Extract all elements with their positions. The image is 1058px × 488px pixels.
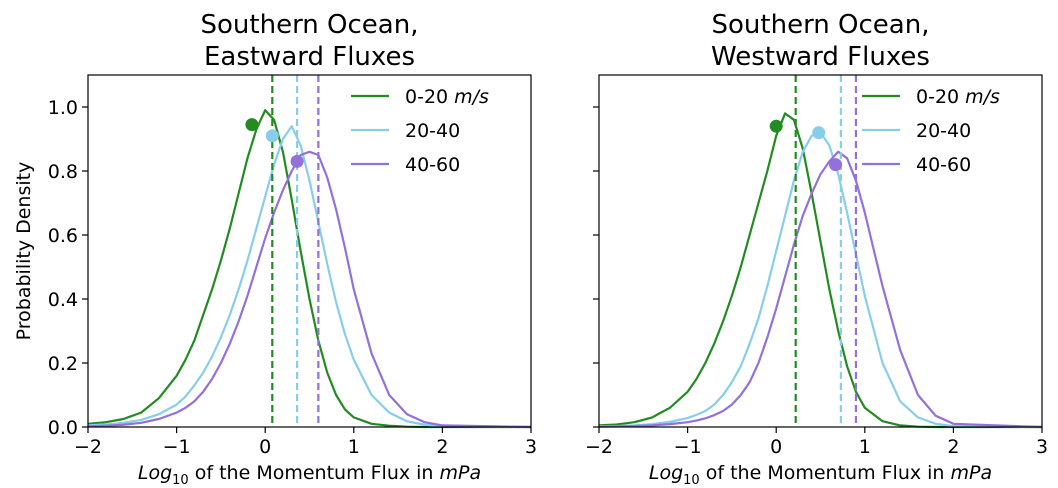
legend-label: 20-40 — [405, 120, 460, 142]
legend: 0-20 m/s 20-40 40-60 — [351, 86, 489, 176]
legend-label-range: 20-40 — [405, 120, 460, 142]
legend-label-unit: m/s — [454, 86, 489, 108]
x-tick-label: 0 — [770, 436, 782, 458]
x-axis-label-text: of the Momentum Flux in — [189, 462, 440, 484]
y-tick-label: 0.6 — [48, 225, 78, 247]
x-tick-label: 2 — [947, 436, 959, 458]
chart-title-line: Southern Ocean, — [201, 10, 419, 40]
x-tick-label: 2 — [436, 436, 448, 458]
y-tick-label: 0.2 — [48, 353, 78, 375]
series-line-20-40 — [598, 131, 1043, 429]
y-tick-label: 0.4 — [48, 289, 78, 311]
panel-2: Southern Ocean,Westward Fluxes −2 −1 0 1 2 3 Lo… — [585, 10, 1048, 488]
legend-label: 0-20 m/s — [405, 86, 489, 108]
x-tick-label: 3 — [1036, 436, 1048, 458]
peak-marker-20-40 — [812, 126, 826, 140]
y-tick-label: 1.0 — [48, 97, 78, 119]
x-axis-label-log: Log — [138, 462, 172, 484]
legend-label-range: 40-60 — [916, 154, 971, 176]
legend-label-range: 40-60 — [405, 154, 460, 176]
series-line-20-40 — [87, 125, 532, 429]
peak-marker-0-20 — [245, 118, 259, 132]
legend-label: 40-60 — [405, 154, 460, 176]
x-tick-label: −2 — [74, 436, 102, 458]
x-axis-label-log: Log — [649, 462, 683, 484]
x-axis-label-unit: mPa — [951, 462, 993, 484]
y-tick-label: 0.8 — [48, 161, 78, 183]
x-tick-label: 1 — [859, 436, 871, 458]
panel-1: Southern Ocean,Eastward Fluxes −2 −1 0 1 2 3 0.… — [13, 10, 537, 488]
legend-label: 0-20 m/s — [916, 86, 1000, 108]
chart-title-line: Eastward Fluxes — [204, 42, 415, 72]
x-tick-label: −1 — [163, 436, 191, 458]
peak-marker-0-20 — [769, 119, 783, 133]
x-axis-label: Log10 of the Momentum Flux in mPa — [138, 462, 481, 488]
legend-label-unit: m/s — [965, 86, 1000, 108]
x-axis-label-text: of the Momentum Flux in — [700, 462, 951, 484]
peak-marker-40-60 — [290, 154, 304, 168]
legend-label: 40-60 — [916, 154, 971, 176]
axes-frame — [87, 74, 532, 428]
legend-label-range: 0-20 — [405, 86, 448, 108]
y-axis-label: Probability Density — [13, 162, 35, 341]
x-axis-label-subscript: 10 — [683, 473, 700, 488]
legend: 0-20 m/s 20-40 40-60 — [862, 86, 1000, 176]
chart-title-line: Westward Fluxes — [711, 42, 930, 72]
x-axis-label-unit: mPa — [440, 462, 482, 484]
x-tick-label: −2 — [585, 436, 613, 458]
x-tick-label: 1 — [348, 436, 360, 458]
series-line-0-20 — [87, 109, 531, 429]
y-tick-label: 0.0 — [48, 417, 78, 439]
legend-label-range: 0-20 — [916, 86, 959, 108]
peak-marker-40-60 — [829, 158, 843, 172]
x-tick-label: 3 — [525, 436, 537, 458]
peak-marker-20-40 — [265, 129, 279, 143]
axes-frame — [598, 74, 1043, 428]
x-axis-label: Log10 of the Momentum Flux in mPa — [649, 462, 992, 488]
x-axis-label-subscript: 10 — [172, 473, 189, 488]
series-line-0-20 — [598, 112, 1042, 429]
x-tick-label: 0 — [259, 436, 271, 458]
legend-label-range: 20-40 — [916, 120, 971, 142]
series-line-40-60 — [598, 150, 1043, 429]
series-line-40-60 — [87, 150, 532, 429]
chart-title-line: Southern Ocean, — [712, 10, 930, 40]
x-tick-label: −1 — [674, 436, 702, 458]
legend-label: 20-40 — [916, 120, 971, 142]
